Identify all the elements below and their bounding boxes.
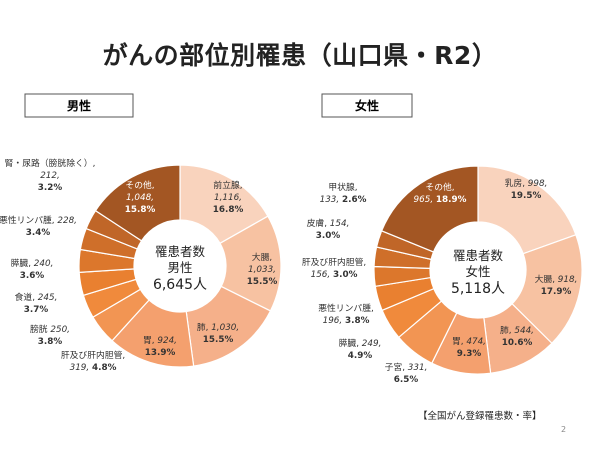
female-header: 女性 <box>321 93 413 118</box>
source-note: 【全国がん登録罹患数・率】 <box>418 411 542 422</box>
male-label-5: 膀胱 250, 3.8% <box>30 323 70 347</box>
male-slice-10 <box>94 164 181 242</box>
female-slice-10 <box>380 165 479 253</box>
male-label-9: 腎・尿路（膀胱除く）, 212, 3.2% <box>5 157 96 193</box>
female-label-2: 肺, 544, 10.6% <box>500 325 534 348</box>
male-label-3: 胃, 924, 13.9% <box>143 335 177 358</box>
center-title: 罹患者数 <box>453 248 504 263</box>
male-header: 男性 <box>24 93 134 118</box>
male-label-8: 悪性リンパ腫, 228, 3.4% <box>0 214 77 238</box>
page-number: 2 <box>561 425 567 434</box>
male-label-6: 食道, 245, 3.7% <box>15 291 58 315</box>
female-label-7: 肝及び肝内胆管, 156, 3.0% <box>302 256 366 280</box>
female-label-8: 皮膚, 154, 3.0% <box>307 217 350 241</box>
female-label-10: その他, 965, 18.9% <box>414 181 467 205</box>
center-title: 罹患者数 <box>155 244 206 259</box>
center-subtitle: 男性 <box>167 260 192 275</box>
female-label-0: 乳房, 998, 19.5% <box>505 177 548 201</box>
male-label-1: 大腸, 1,033, 15.5% <box>247 251 278 287</box>
female-label-3: 胃, 474, 9.3% <box>452 336 486 359</box>
center-total: 6,645人 <box>153 277 207 293</box>
female-label-9: 甲状腺, 133, 2.6% <box>320 181 367 205</box>
female-label: 女性 <box>355 98 379 113</box>
center-total: 5,118人 <box>451 281 505 297</box>
female-label-1: 大腸, 918, 17.9% <box>535 273 578 297</box>
center-subtitle: 女性 <box>465 264 490 279</box>
male-label-10: その他, 1,048, 15.8% <box>125 179 156 215</box>
page-title: がんの部位別罹患（山口県・R2） <box>102 41 498 70</box>
male-label-7: 膵臓, 240, 3.6% <box>11 258 54 281</box>
female-label-6: 悪性リンパ腫, 196, 3.8% <box>318 302 374 326</box>
female-label-5: 膵臓, 249, 4.9% <box>339 338 382 361</box>
male-label: 男性 <box>67 98 91 113</box>
male-label-0: 前立腺, 1,116, 16.8% <box>213 179 244 215</box>
male-label-4: 肝及び肝内胆管, 319, 4.8% <box>61 349 125 373</box>
male-label-2: 肺, 1,030, 15.5% <box>197 322 239 345</box>
female-label-4: 子宮, 331, 6.5% <box>385 361 428 385</box>
